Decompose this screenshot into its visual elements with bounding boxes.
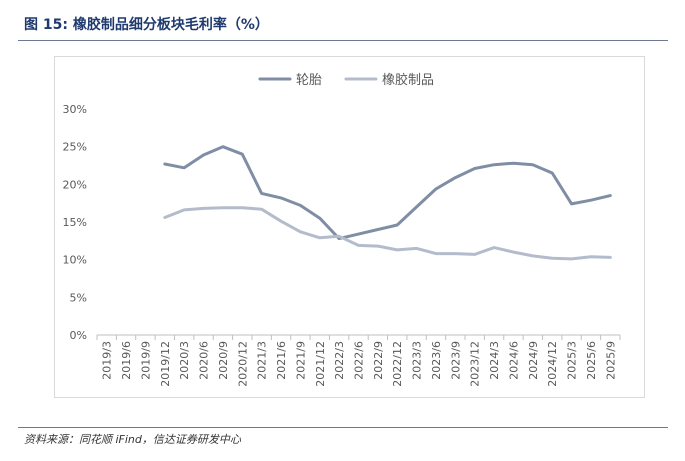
x-tick-label: 2020/12 — [236, 341, 249, 387]
x-axis-ticks: 2019/3 2019/6 2019/9 2019/12 2020/3 2020/6 202… — [101, 341, 618, 387]
x-axis — [96, 334, 621, 340]
x-tick-label: 2019/3 — [101, 341, 114, 380]
x-tick-label: 2020/6 — [198, 341, 211, 380]
chart-frame: 轮胎 橡胶制品 0% 5% 10% 15% 20% 25% 30% 2019/3 2019/6 2… — [54, 56, 645, 398]
x-tick-label: 2025/6 — [585, 341, 598, 380]
x-tick-label: 2023/6 — [430, 341, 443, 380]
y-tick-label: 15% — [63, 216, 87, 229]
x-tick-label: 2024/12 — [546, 341, 559, 387]
series-line-1 — [163, 145, 612, 241]
y-tick-label: 10% — [63, 254, 87, 267]
x-tick-label: 2021/12 — [314, 341, 327, 387]
x-tick-label: 2022/9 — [372, 341, 385, 380]
figure-title: 图 15: 橡胶制品细分板块毛利率（%） — [24, 17, 269, 33]
x-tick-label: 2022/6 — [353, 341, 366, 380]
legend: 轮胎 橡胶制品 — [258, 72, 434, 88]
x-tick-label: 2022/3 — [333, 341, 346, 380]
x-tick-label: 2021/6 — [275, 341, 288, 380]
x-tick-label: 2025/9 — [604, 341, 617, 380]
y-tick-label: 20% — [63, 178, 87, 191]
x-tick-label: 2020/9 — [217, 341, 230, 380]
line-chart: 轮胎 橡胶制品 0%5%10%15%20%25%30% 2019/3 2019/6 2… — [63, 72, 621, 387]
x-tick-label: 2025/3 — [566, 341, 579, 380]
y-tick-label: 25% — [63, 141, 87, 154]
x-tick-label: 2024/9 — [527, 341, 540, 380]
y-tick-label: 5% — [70, 291, 87, 304]
x-tick-label: 2023/3 — [411, 341, 424, 380]
x-tick-label: 2021/9 — [294, 341, 307, 380]
x-tick-label: 2024/6 — [507, 341, 520, 380]
x-tick-label: 2022/12 — [391, 341, 404, 387]
x-tick-label: 2021/3 — [256, 341, 269, 380]
title-divider — [18, 40, 668, 41]
x-tick-label: 2024/3 — [488, 341, 501, 380]
legend-label-2: 橡胶制品 — [382, 72, 434, 88]
y-axis-ticks: 0% 5% 10% 15% 20% 25% 30% — [63, 103, 87, 342]
y-tick-label: 0% — [70, 329, 87, 342]
x-tick-label: 2019/12 — [159, 341, 172, 387]
x-tick-label: 2020/3 — [178, 341, 191, 380]
x-tick-label: 2019/6 — [120, 341, 133, 380]
source-note: 资料来源：同花顺 iFind，信达证券研发中心 — [24, 433, 241, 446]
x-tick-label: 2019/9 — [139, 341, 152, 380]
source-divider — [18, 427, 668, 428]
series-line-2 — [163, 206, 612, 261]
legend-label-1: 轮胎 — [296, 73, 322, 88]
x-tick-label: 2023/12 — [469, 341, 482, 387]
y-tick-label: 30% — [63, 103, 87, 116]
x-tick-label: 2023/9 — [449, 341, 462, 380]
series-lines — [163, 145, 612, 261]
